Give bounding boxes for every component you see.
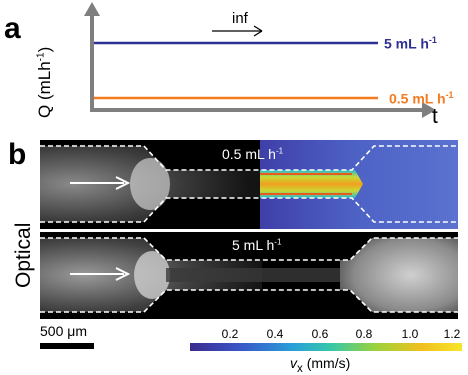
channel-wall-top <box>40 145 458 171</box>
low-flow-image-value: 0.5 mL h <box>222 146 276 162</box>
channel-constriction <box>166 268 366 282</box>
optical-label: Optical <box>12 222 35 288</box>
flow-direction-arrowhead <box>115 176 131 190</box>
panel-a-letter: a <box>4 12 21 45</box>
scale-bar <box>40 343 94 349</box>
micrograph-low-flow <box>40 140 458 229</box>
high-flow-image-value: 5 mL h <box>232 237 275 253</box>
high-flow-image-sup: -1 <box>274 237 282 247</box>
bright-region <box>130 158 170 210</box>
flow-profile-plot <box>84 2 436 118</box>
micrograph-high-flow <box>40 232 458 319</box>
colorbar-tick-2: 0.6 <box>311 327 329 341</box>
velocity-colorbar <box>190 343 462 351</box>
infusion-arrowhead <box>253 25 263 37</box>
high-flow-value: 5 mL h <box>384 35 429 52</box>
channel-wall-bottom <box>40 197 458 223</box>
channel-wall-bottom <box>40 289 458 313</box>
colorbar-tick-3: 0.8 <box>355 327 373 341</box>
colorbar-tick-4: 1.0 <box>401 327 419 341</box>
infusion-label: inf <box>232 10 248 27</box>
colorbar-title-var: v <box>290 355 297 371</box>
low-flow-label: 0.5 mL h-1 <box>389 91 454 106</box>
panel-b-letter: b <box>8 138 27 171</box>
scale-bar-label: 500 μm <box>40 323 87 339</box>
low-flow-value: 0.5 mL h <box>389 90 446 107</box>
channel-body-right <box>340 238 458 312</box>
bright-region <box>134 251 170 299</box>
high-flow-sup: -1 <box>428 35 437 45</box>
high-flow-image-label: 5 mL h-1 <box>232 238 281 252</box>
x-axis-arrowhead <box>422 102 436 118</box>
colorbar-tick-1: 0.4 <box>266 327 284 341</box>
colorbar-title-unit: (mm/s) <box>302 355 351 371</box>
colorbar-tick-5: 1.2 <box>443 327 461 341</box>
y-axis-arrowhead <box>84 2 100 16</box>
colorbar-title-sub: x <box>297 361 303 375</box>
low-flow-sup: -1 <box>445 90 454 100</box>
colorbar-tick-0: 0.2 <box>221 327 239 341</box>
low-flow-image-label: 0.5 mL h-1 <box>222 147 283 161</box>
flow-direction-arrowhead <box>115 267 131 281</box>
x-axis-label: t <box>432 105 438 128</box>
velocity-jet <box>260 170 363 198</box>
colorbar-title: vx (mm/s) <box>290 355 350 375</box>
micrograph-low-flow-svg <box>40 140 458 229</box>
low-flow-image-sup: -1 <box>275 146 284 156</box>
channel-wall-top <box>40 237 458 261</box>
micrograph-high-flow-svg <box>40 237 458 313</box>
high-flow-label: 5 mL h-1 <box>384 36 437 51</box>
